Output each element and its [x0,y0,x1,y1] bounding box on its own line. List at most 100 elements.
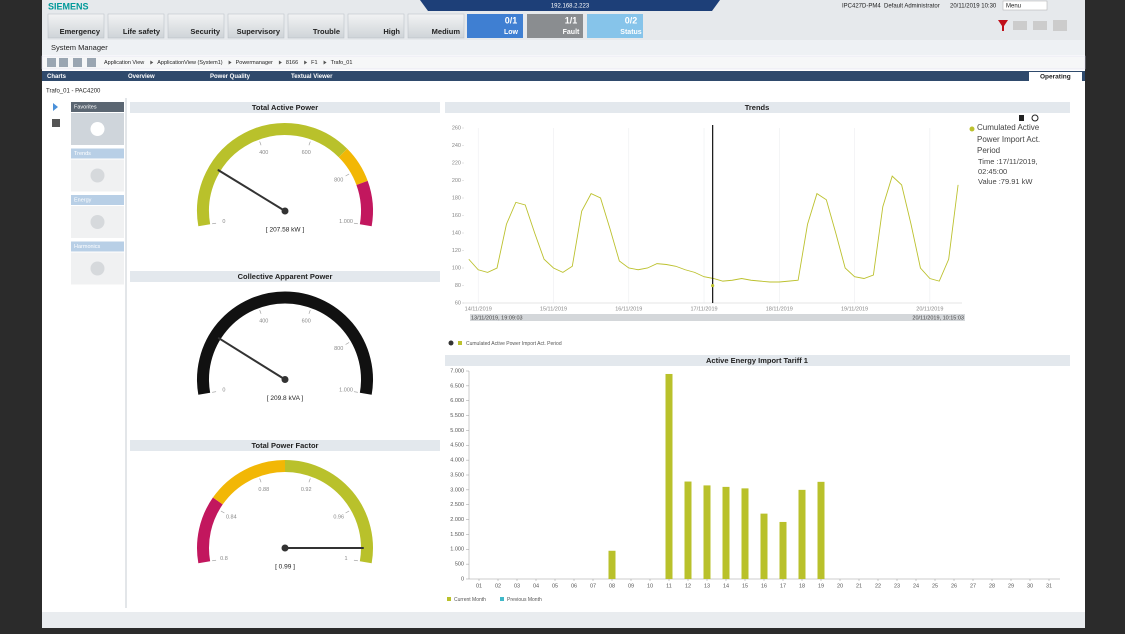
y-tick-label: 60 [455,300,461,306]
sidebar-icon [90,122,105,136]
alarm-button[interactable] [227,13,285,39]
gauge-tick-label: 0.92 [301,487,312,493]
alarm-button-label[interactable]: Supervisory [237,27,281,36]
legend-label[interactable]: Current Month [454,597,486,603]
y-tick-label: 140 [452,230,461,236]
legend-label[interactable]: Previous Month [507,597,542,603]
counter-label[interactable]: Low [504,29,519,36]
sidebar-label[interactable]: Harmonics [74,244,101,250]
cursor-info-box: Cumulated Active Power Import Act. Perio… [977,123,1041,186]
x-tick-label: 14/11/2019 [465,306,492,312]
range-bar [470,314,965,321]
x-tick-label: 18/11/2019 [766,306,793,312]
app-title: System Manager [51,43,108,52]
x-tick-label: 01 [476,583,482,589]
range-end: 20/11/2019, 10:15:03 [912,315,964,321]
breadcrumb-item[interactable]: Powermanager [236,60,273,66]
gauge-tick-label: 600 [302,150,311,156]
tab[interactable]: Textual Viewer [291,74,333,80]
sound-icon[interactable] [1053,20,1067,31]
breadcrumb-item[interactable]: F1 [311,60,317,66]
tab[interactable]: Overview [128,74,155,80]
alarm-button-label[interactable]: Life safety [123,27,161,36]
sidebar-header [71,102,124,112]
home-button[interactable] [73,58,82,67]
counter-count[interactable]: 0/2 [625,15,638,25]
legend-swatch [500,597,504,601]
window-icon[interactable] [1033,21,1047,30]
alarm-button-label[interactable]: Medium [432,27,461,36]
counter-count[interactable]: 1/1 [565,15,578,25]
back-button[interactable] [47,58,56,67]
gauge-band [356,180,373,227]
alarm-button[interactable] [107,13,165,39]
mode-box [1029,72,1082,81]
alarm-button-label[interactable]: Security [190,27,220,36]
sidebar-icon [90,215,105,229]
alarm-button[interactable] [287,13,345,39]
breadcrumb-separator [278,60,282,65]
counter-button[interactable] [467,14,523,38]
play-icon[interactable] [1019,115,1024,121]
tab[interactable]: Power Quality [210,74,251,80]
alarm-button-label[interactable]: High [383,27,400,36]
expand-icon[interactable] [53,103,58,111]
range-start: 13/11/2019, 19:09:03 [471,315,523,321]
sidebar-label[interactable]: Trends [74,151,91,157]
panel-header [130,271,440,282]
forward-button[interactable] [59,58,68,67]
favorite-button[interactable] [87,58,96,67]
gauge-tick [345,510,350,514]
breadcrumb-item[interactable]: Application View [104,60,144,66]
gauge-tick [308,141,311,146]
x-tick-label: 19/11/2019 [841,306,868,312]
bar [684,481,692,579]
sidebar-label[interactable]: Favorites [74,104,97,110]
filter-icon[interactable] [998,20,1008,31]
gauge-tick [353,222,358,225]
list-icon[interactable] [1013,21,1027,30]
y-tick-label: 4.500 [450,443,464,449]
alarm-button[interactable] [407,13,465,39]
x-tick-label: 03 [514,583,520,589]
gauge-tick-label: 0 [222,388,225,394]
stop-icon[interactable] [52,119,60,127]
gauge-tick [220,510,225,514]
counter-label[interactable]: Status [620,29,642,36]
x-tick-label: 30 [1027,583,1033,589]
legend-label: Cumulated Active Power Import Act. Perio… [466,341,562,347]
remote-bar [420,0,720,11]
sidebar-header [71,195,124,205]
breadcrumb-item[interactable]: ApplicationView (System1) [157,60,222,66]
breadcrumb-item[interactable]: Trafo_01 [331,60,353,66]
x-tick-label: 20 [837,583,843,589]
gauge-band [338,148,368,186]
alarm-button[interactable] [47,13,105,39]
counter-button[interactable] [587,14,643,38]
alarm-button-label[interactable]: Emergency [60,27,101,36]
menu[interactable]: Menu [1006,4,1021,10]
tab[interactable]: Charts [47,74,67,80]
counter-count[interactable]: 0/1 [505,15,518,25]
x-tick-label: 19 [818,583,824,589]
alarm-button[interactable] [347,13,405,39]
alarm-button[interactable] [167,13,225,39]
gauge-tick [259,478,262,483]
gauge-band [284,460,373,564]
sidebar-label[interactable]: Energy [74,197,92,203]
station: IPC427D-PM4 [842,4,881,10]
breadcrumb-item[interactable]: 8166 [286,60,298,66]
gauge-reading: [ 209.8 kVA ] [267,395,304,402]
y-tick-label: 220 [452,160,461,166]
refresh-icon[interactable] [1031,114,1039,122]
counter-label[interactable]: Fault [563,29,580,36]
alarm-button-label[interactable]: Trouble [313,27,340,36]
menu-box[interactable] [1002,0,1048,11]
y-tick-label: 100 [452,265,461,271]
counter-button[interactable] [527,14,583,38]
gauge-tick [212,222,217,225]
cursor-info-text: Cumulated Active Power Import Act. Perio… [977,123,1041,155]
breadcrumb-bar [41,55,1086,70]
y-tick-label: 5.500 [450,413,464,419]
